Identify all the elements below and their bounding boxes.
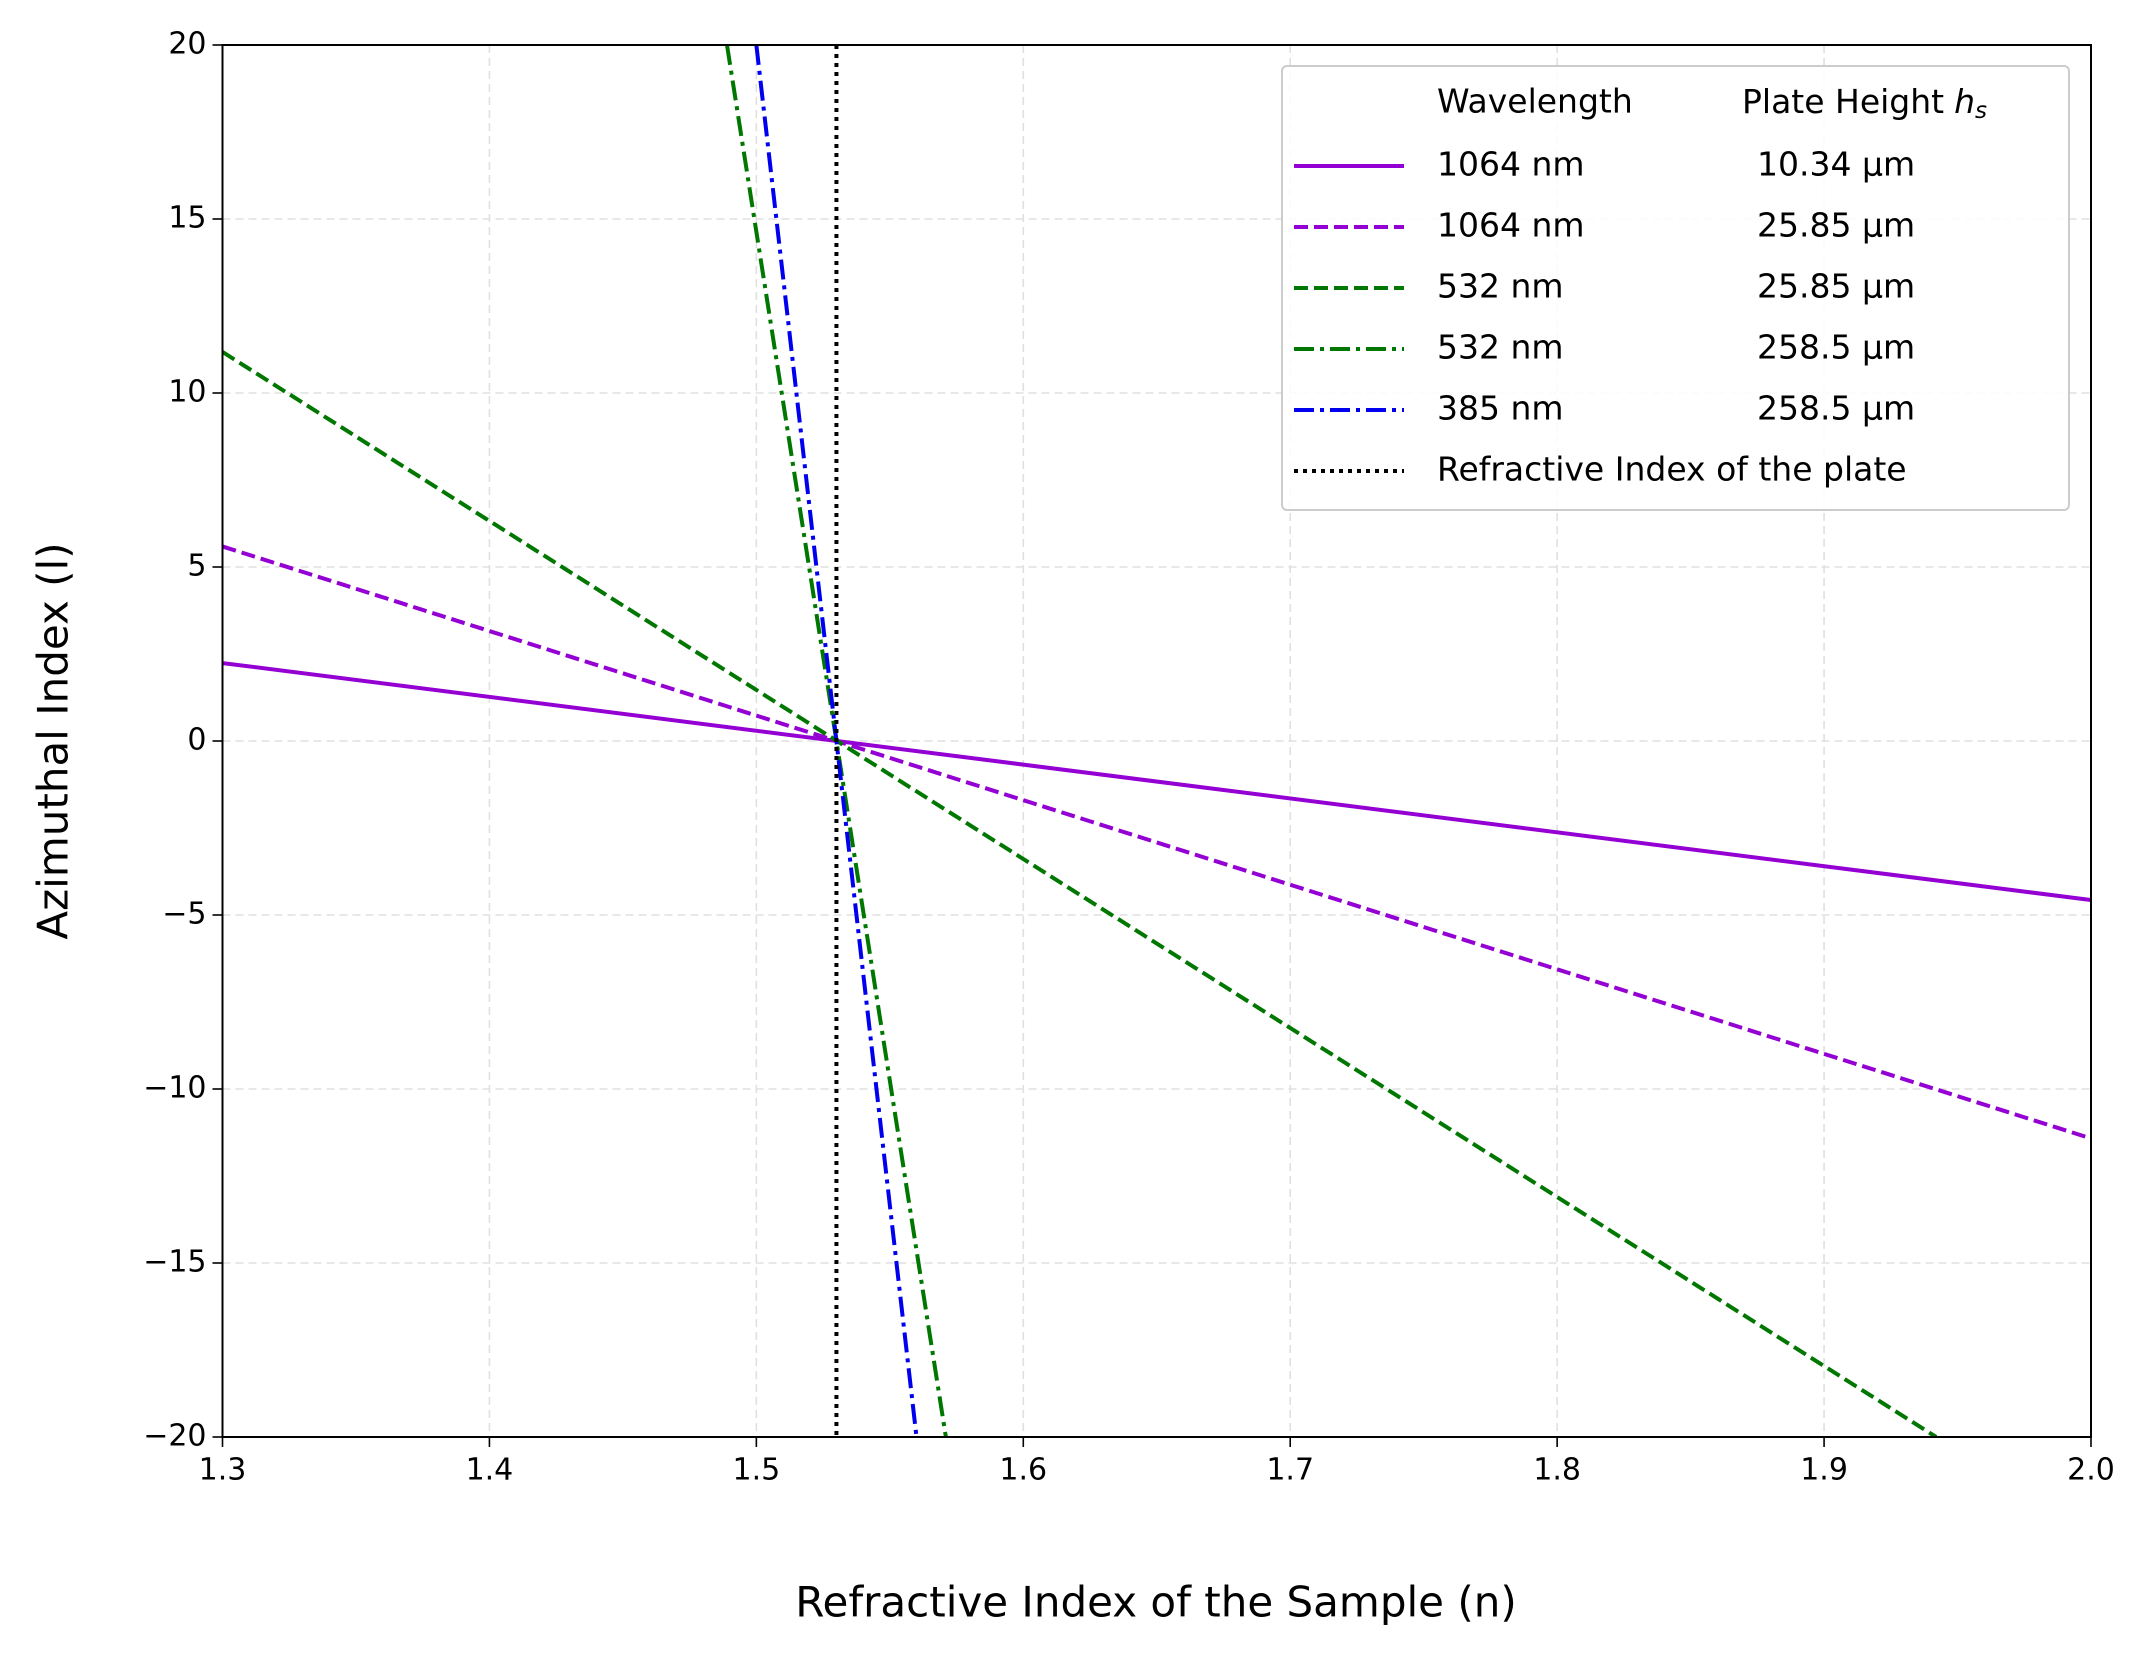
x-tick-label: 2.0 — [2067, 1453, 2115, 1488]
legend-header-text: Plate Height — [1742, 82, 1944, 121]
legend-label: 1064 nm — [1437, 206, 1585, 245]
legend-plate-height: 258.5 µm — [1757, 389, 1915, 428]
x-tick-label: 1.8 — [1533, 1453, 1581, 1488]
x-tick-label: 1.7 — [1266, 1453, 1314, 1488]
legend-header: Wavelength — [1437, 82, 1633, 121]
plot-frame — [221, 44, 2092, 1438]
legend-header: Plate Height hs — [1742, 82, 1987, 124]
y-tick-label: −5 — [162, 897, 206, 932]
legend-label: Refractive Index of the plate — [1437, 450, 1907, 489]
legend-label: 532 nm — [1437, 267, 1564, 306]
legend-plate-height: 25.85 µm — [1757, 267, 1915, 306]
legend-plate-height: 10.34 µm — [1757, 145, 1915, 184]
legend-plate-height: 258.5 µm — [1757, 328, 1915, 367]
legend-label: 385 nm — [1437, 389, 1564, 428]
y-axis-label: Azimuthal Index (l) — [29, 542, 78, 939]
x-tick-label: 1.3 — [199, 1453, 247, 1488]
x-tick-label: 1.6 — [999, 1453, 1047, 1488]
x-tick-label: 1.9 — [1800, 1453, 1848, 1488]
x-tick-label: 1.4 — [466, 1453, 514, 1488]
legend-label: 1064 nm — [1437, 145, 1585, 184]
y-tick-label: −15 — [143, 1245, 206, 1280]
series-line — [725, 45, 948, 1437]
x-axis-label: Refractive Index of the Sample (n) — [795, 1578, 1517, 1627]
x-tick-label: 1.5 — [732, 1453, 780, 1488]
series-line — [222, 661, 2091, 903]
y-tick-label: 15 — [168, 201, 206, 236]
legend-header-subscript: s — [1975, 98, 1987, 124]
y-tick-label: −10 — [143, 1071, 206, 1106]
y-tick-label: 20 — [168, 27, 206, 62]
series-line — [222, 544, 2091, 1141]
y-tick-label: 10 — [168, 375, 206, 410]
y-tick-label: 5 — [187, 549, 206, 584]
y-tick-label: −20 — [143, 1419, 206, 1454]
y-tick-label: 0 — [187, 723, 206, 758]
legend-plate-height: 25.85 µm — [1757, 206, 1915, 245]
series-line — [222, 350, 1938, 1437]
legend-header-symbol: h — [1954, 82, 1975, 121]
legend-label: 532 nm — [1437, 328, 1564, 367]
legend-box — [1281, 65, 2070, 511]
